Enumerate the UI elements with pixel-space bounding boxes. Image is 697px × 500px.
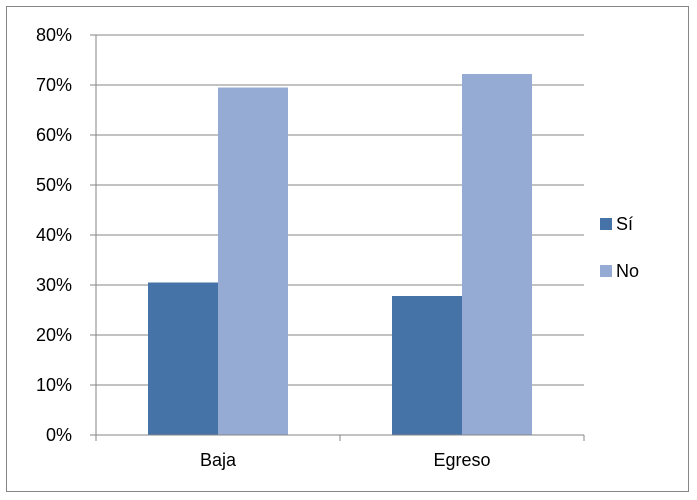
y-tick-label: 80%	[36, 25, 72, 45]
y-tick-label: 30%	[36, 275, 72, 295]
chart-frame	[6, 6, 689, 492]
legend-label: No	[616, 261, 639, 281]
legend-label: Sí	[616, 214, 633, 234]
legend-swatch	[600, 218, 612, 230]
y-tick-label: 20%	[36, 325, 72, 345]
y-tick-label: 60%	[36, 125, 72, 145]
legend-swatch	[600, 265, 612, 277]
bar-egreso-no	[462, 74, 532, 435]
bars	[148, 74, 532, 435]
bar-egreso-si	[392, 296, 462, 435]
y-tick-label: 10%	[36, 375, 72, 395]
y-tick-label: 0%	[46, 425, 72, 445]
bar-baja-no	[218, 87, 288, 435]
axes	[90, 34, 585, 441]
x-tick-label: Baja	[200, 450, 237, 470]
y-tick-label: 40%	[36, 225, 72, 245]
legend: Sí No	[600, 214, 639, 281]
x-tick-labels: Baja Egreso	[200, 450, 491, 470]
y-tick-label: 50%	[36, 175, 72, 195]
y-tick-labels: 0% 10% 20% 30% 40% 50% 60% 70% 80%	[36, 25, 72, 445]
y-tick-label: 70%	[36, 75, 72, 95]
bar-baja-si	[148, 282, 218, 435]
x-tick-label: Egreso	[433, 450, 490, 470]
